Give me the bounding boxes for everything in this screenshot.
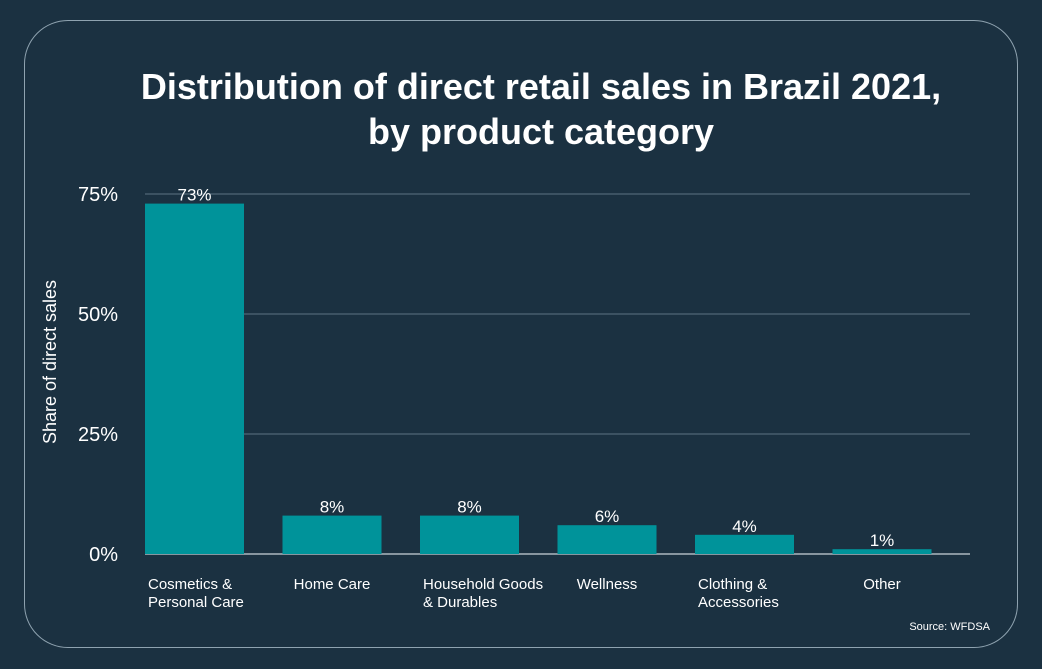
bar: [282, 515, 382, 554]
y-tick-labels: 0% 25% 50% 75%: [78, 184, 118, 566]
value-label: 4%: [732, 517, 757, 536]
bar: [420, 515, 519, 554]
bars: [145, 203, 932, 554]
chart-card: [24, 20, 1018, 648]
value-label: 8%: [320, 498, 345, 517]
y-tick-label: 0%: [89, 544, 118, 566]
bar: [145, 203, 244, 554]
x-tick-label: Home Care: [294, 576, 371, 593]
chart-title-line-1: Distribution of direct retail sales in B…: [140, 66, 942, 107]
x-tick-label: Clothing & Accessories: [698, 576, 779, 611]
bar: [832, 549, 932, 554]
x-tick-label: Wellness: [577, 576, 638, 593]
y-tick-label: 75%: [78, 184, 118, 206]
value-labels: 73% 8% 8% 6% 4% 1%: [177, 186, 894, 551]
x-tick-labels: Cosmetics & Personal Care Home Care Househo…: [148, 576, 901, 611]
value-label: 6%: [595, 507, 620, 526]
gridlines: [145, 193, 970, 555]
source-note: Source: WFDSA: [909, 621, 990, 633]
x-tick-label: Other: [863, 576, 901, 593]
x-tick-label: Household Goods & Durables: [423, 576, 543, 611]
value-label: 73%: [177, 186, 211, 205]
x-tick-label: Cosmetics & Personal Care: [148, 576, 244, 611]
y-tick-label: 50%: [78, 304, 118, 326]
chart-title: Distribution of direct retail sales in B…: [40, 64, 1042, 154]
bar: [695, 534, 794, 554]
chart-title-line-2: by product category: [367, 111, 715, 152]
value-label: 8%: [457, 498, 482, 517]
bar: [557, 525, 657, 554]
y-tick-label: 25%: [78, 424, 118, 446]
value-label: 1%: [870, 531, 895, 550]
y-axis-label: Share of direct sales: [40, 280, 60, 444]
